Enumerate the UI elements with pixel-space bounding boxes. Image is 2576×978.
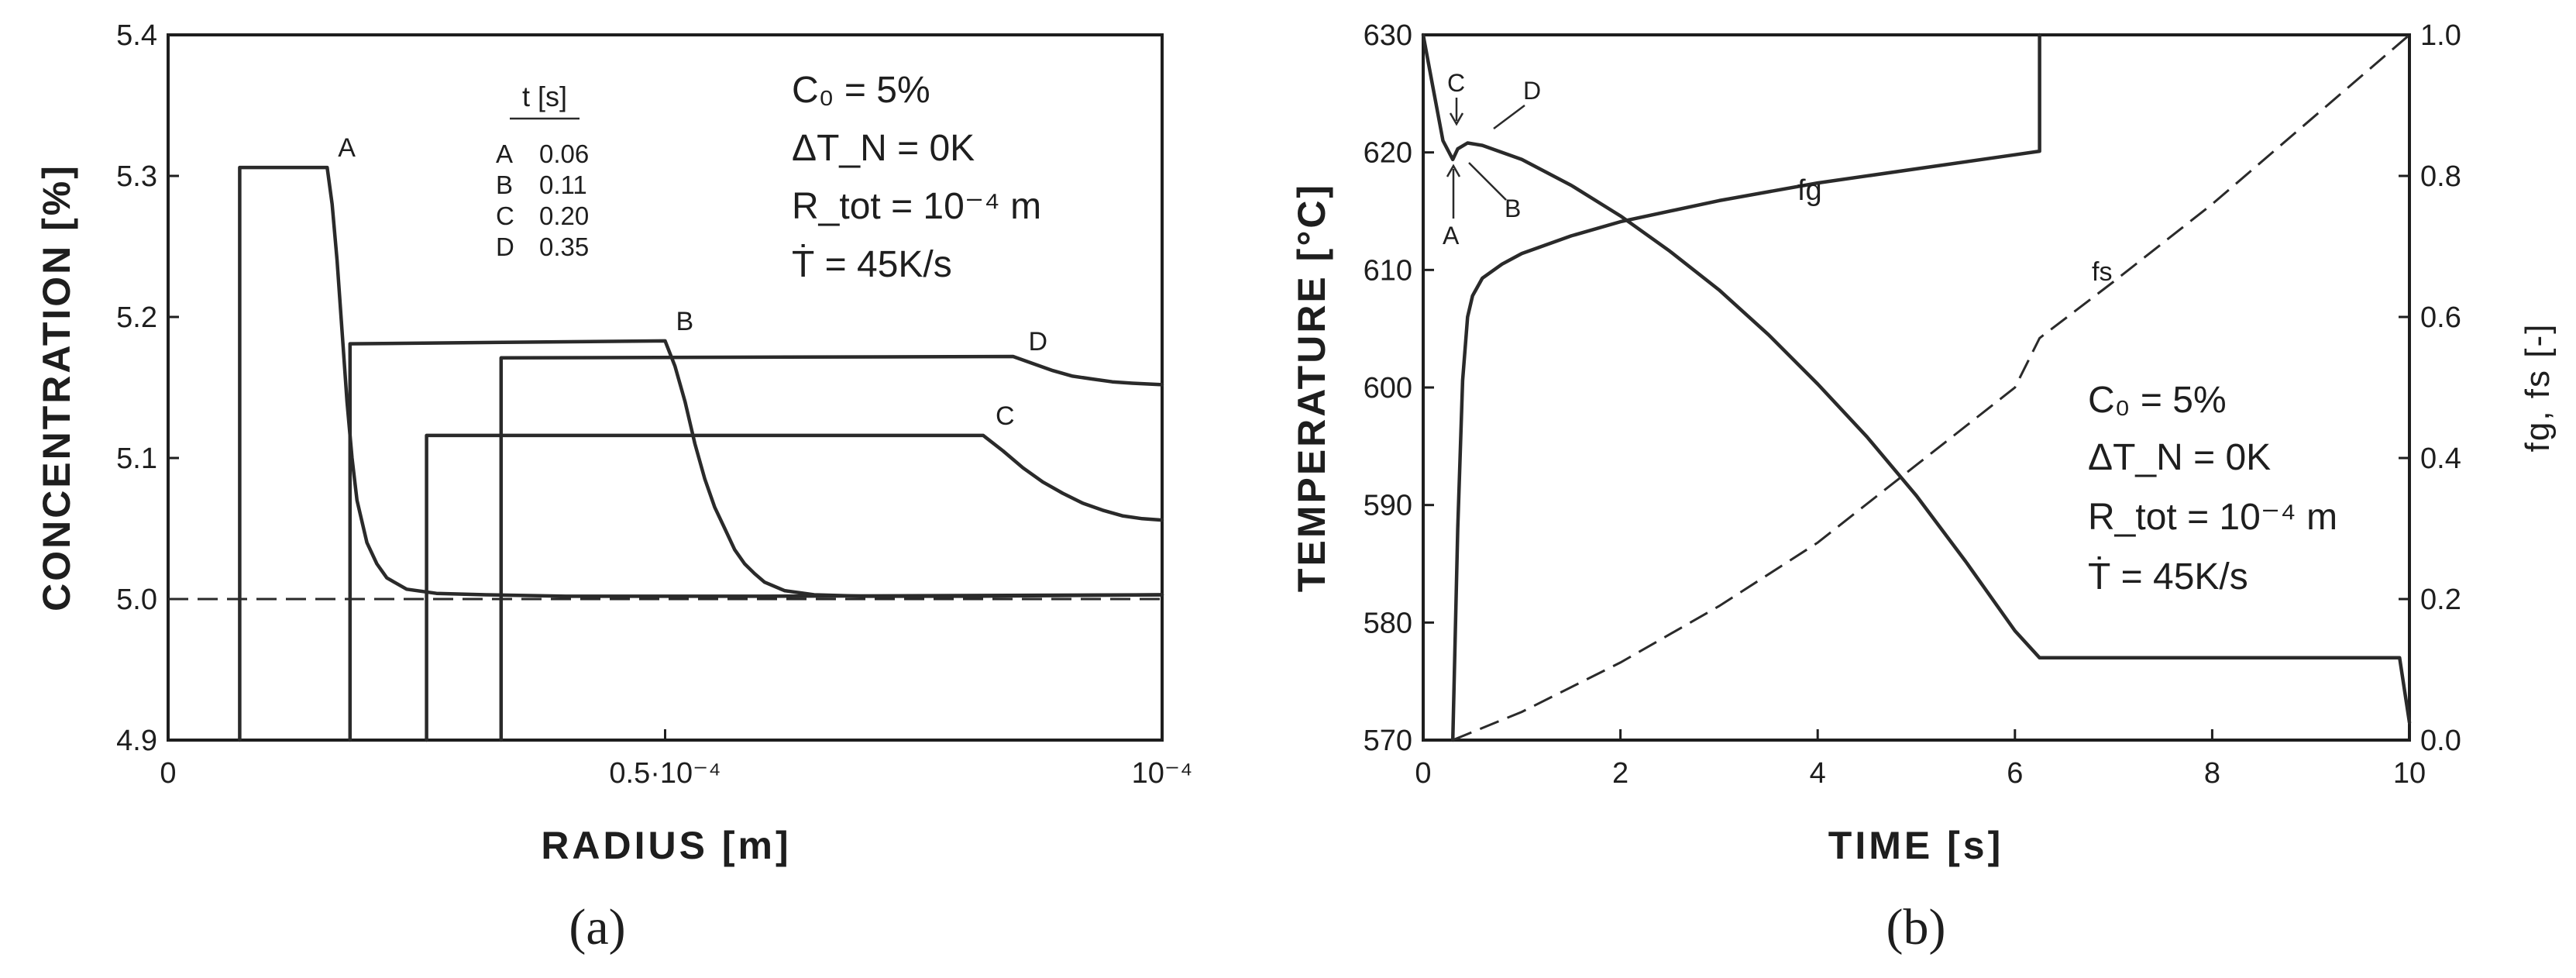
point-label-b: B [1505, 195, 1521, 222]
panel-b-series [1421, 33, 2412, 742]
y-tick-label: 5.3 [116, 160, 157, 193]
y2-tick-label: 0.0 [2420, 725, 2461, 757]
y2-tick-label: 0.6 [2420, 301, 2461, 334]
x-tick-label: 10 [2393, 757, 2426, 790]
panel-b-label: (b) [1886, 899, 1946, 956]
point-label-c: C [1447, 69, 1465, 97]
x-tick-label: 8 [2204, 757, 2220, 790]
x-tick-label: 0 [1415, 757, 1431, 790]
y-tick-label: 630 [1364, 19, 1412, 52]
legend-title: t [s] [522, 81, 567, 112]
series-b-label: B [676, 307, 694, 336]
panel-b-parameters: C₀ = 5% ΔT_N = 0K R_tot = 10⁻⁴ m Ṫ = 45K… [2088, 380, 2337, 597]
x-tick-label: 0 [160, 757, 176, 790]
param-tdot: Ṫ = 45K/s [792, 244, 952, 285]
panel-b: 5705805906006106206300.00.20.40.60.81.00… [1290, 19, 2557, 956]
y-tick-label: 590 [1364, 490, 1412, 522]
param-c0: C₀ = 5% [2088, 380, 2227, 421]
param-c0: C₀ = 5% [792, 70, 930, 111]
x-tick-label: 0.5·10⁻⁴ [609, 757, 721, 790]
x-tick-label: 2 [1612, 757, 1628, 790]
legend-entry-b-value: 0.11 [539, 170, 587, 199]
panel-b-x-axis-label: TIME [s] [1828, 824, 2003, 867]
param-delta-tn: ΔT_N = 0K [792, 128, 975, 169]
panel-a-parameters: C₀ = 5% ΔT_N = 0K R_tot = 10⁻⁴ m Ṫ = 45K… [792, 70, 1041, 285]
x-tick-label: 6 [2007, 757, 2023, 790]
param-rtot: R_tot = 10⁻⁴ m [2088, 497, 2337, 538]
point-b-arrow [1468, 162, 1507, 201]
panel-a-x-axis-label: RADIUS [m] [541, 824, 791, 867]
y-tick-label: 610 [1364, 254, 1412, 287]
temperature-line [1421, 33, 2412, 725]
panel-b-ticks: 5705805906006106206300.00.20.40.60.81.00… [1364, 19, 2461, 790]
point-label-d: D [1523, 77, 1541, 105]
panel-b-y2-axis-label: fg, fs [-] [2519, 323, 2557, 453]
legend-entry-d-value: 0.35 [539, 232, 589, 261]
point-d-arrow [1493, 105, 1525, 129]
y2-tick-label: 0.8 [2420, 160, 2461, 193]
panel-b-y-axis-label: TEMPERATURE [°C] [1290, 183, 1333, 592]
y-tick-label: 570 [1364, 725, 1412, 757]
panel-a-y-axis-label: CONCENTRATION [%] [35, 164, 78, 611]
fg-curve-label: fg [1797, 174, 1822, 207]
legend-entry-a-value: 0.06 [539, 139, 589, 168]
series-b-line [348, 339, 1164, 742]
series-d-label: D [1029, 327, 1048, 356]
y-tick-label: 620 [1364, 137, 1412, 170]
y2-tick-label: 1.0 [2420, 19, 2461, 52]
y2-tick-label: 0.4 [2420, 443, 2461, 475]
series-fs-line [1452, 33, 2410, 742]
param-tdot: Ṫ = 45K/s [2088, 556, 2248, 597]
series-c-label: C [996, 401, 1015, 431]
point-c-arrowhead [1449, 112, 1464, 126]
y2-tick-label: 0.2 [2420, 584, 2461, 616]
panel-a-label: (a) [569, 899, 625, 956]
param-delta-tn: ΔT_N = 0K [2088, 437, 2271, 478]
x-tick-label: 10⁻⁴ [1132, 757, 1193, 790]
param-rtot: R_tot = 10⁻⁴ m [792, 186, 1041, 227]
legend-entry-d-name: D [496, 232, 514, 261]
y-tick-label: 5.2 [116, 301, 157, 334]
y-tick-label: 4.9 [116, 725, 157, 757]
series-d-line [499, 354, 1164, 742]
y-tick-label: 580 [1364, 607, 1412, 639]
legend-entry-a-name: A [496, 139, 513, 168]
legend-entry-b-name: B [496, 170, 513, 199]
series-c-line [425, 433, 1164, 742]
y-tick-label: 600 [1364, 372, 1412, 405]
series-fg-line [1450, 33, 2041, 742]
x-tick-label: 4 [1810, 757, 1826, 790]
panel-a-ticks: 4.9 5.0 5.1 5.2 5.3 5.4 0 0.5·10⁻⁴ 10⁻⁴ [116, 19, 1192, 790]
panel-b-point-labels: C D A B [1443, 69, 1541, 250]
series-a-label: A [338, 133, 356, 163]
legend-entry-c-value: 0.20 [539, 201, 589, 230]
fs-curve-label: fs [2092, 257, 2112, 287]
y-tick-label: 5.4 [116, 19, 157, 52]
legend-entry-c-name: C [496, 201, 514, 230]
y-tick-label: 5.1 [116, 443, 157, 475]
y-tick-label: 5.0 [116, 584, 157, 616]
point-a-arrowhead [1446, 164, 1461, 177]
point-label-a: A [1443, 222, 1460, 250]
panel-a-legend: t [s] A 0.06 B 0.11 C 0.20 D 0.35 [496, 81, 589, 261]
